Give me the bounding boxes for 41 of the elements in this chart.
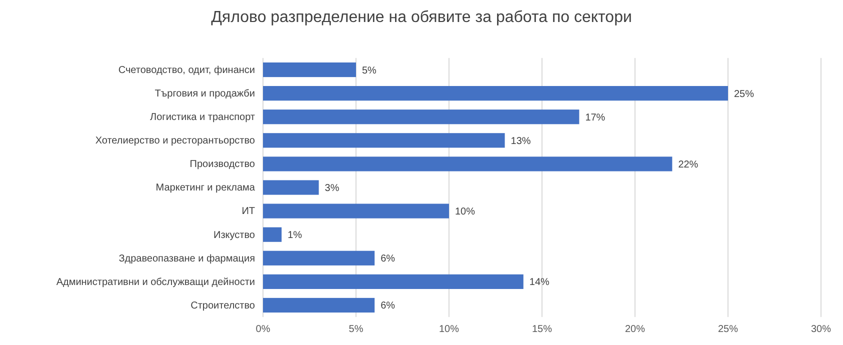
- data-label: 6%: [380, 300, 396, 312]
- bar: [263, 156, 672, 172]
- x-tick-label: 0%: [256, 324, 270, 336]
- bar: [263, 62, 356, 78]
- x-tick-label: 20%: [624, 324, 646, 336]
- bar: [263, 133, 505, 148]
- y-tick-label: Здравеопазване и фармация: [118, 253, 255, 264]
- bar: [263, 204, 449, 218]
- data-label: 14%: [529, 277, 550, 288]
- y-tick-label: Логистика и транспорт: [150, 112, 256, 124]
- y-tick-label: Счетоводство, одит, финанси: [118, 64, 255, 76]
- data-label: 22%: [678, 159, 698, 170]
- data-label: 5%: [362, 65, 377, 76]
- data-label: 25%: [734, 88, 754, 100]
- data-label: 13%: [510, 136, 531, 147]
- data-label: 6%: [380, 254, 396, 265]
- data-label: 17%: [585, 112, 606, 124]
- data-label: 10%: [455, 206, 476, 218]
- bar: [263, 180, 319, 195]
- bar: [263, 298, 375, 313]
- x-tick-label: 10%: [438, 324, 460, 336]
- y-tick-label: Производство: [190, 159, 256, 170]
- data-label: 1%: [288, 230, 302, 242]
- chart-title: Дялово разпределение на обявите за работа по сектори: [211, 9, 632, 26]
- y-tick-label: Изкуство: [214, 230, 256, 241]
- x-tick-label: 15%: [532, 324, 552, 336]
- y-tick-label: Маркетинг и реклама: [156, 182, 256, 194]
- y-tick-label: Търговия и продажби: [154, 88, 255, 100]
- bar: [263, 274, 524, 289]
- y-tick-label: Административни и обслужващи дейности: [56, 276, 255, 288]
- y-tick-label: Хотелиерство и ресторантьорство: [95, 136, 256, 147]
- y-tick-label: Строителство: [190, 300, 256, 312]
- bar: [263, 227, 282, 242]
- bar: [263, 86, 728, 101]
- bar: [263, 110, 580, 124]
- data-label: 3%: [324, 183, 340, 194]
- x-tick-label: 30%: [810, 324, 832, 336]
- y-tick-label: ИТ: [242, 206, 255, 218]
- bar: [263, 250, 375, 266]
- x-tick-label: 5%: [348, 324, 364, 336]
- x-tick-label: 25%: [718, 324, 738, 336]
